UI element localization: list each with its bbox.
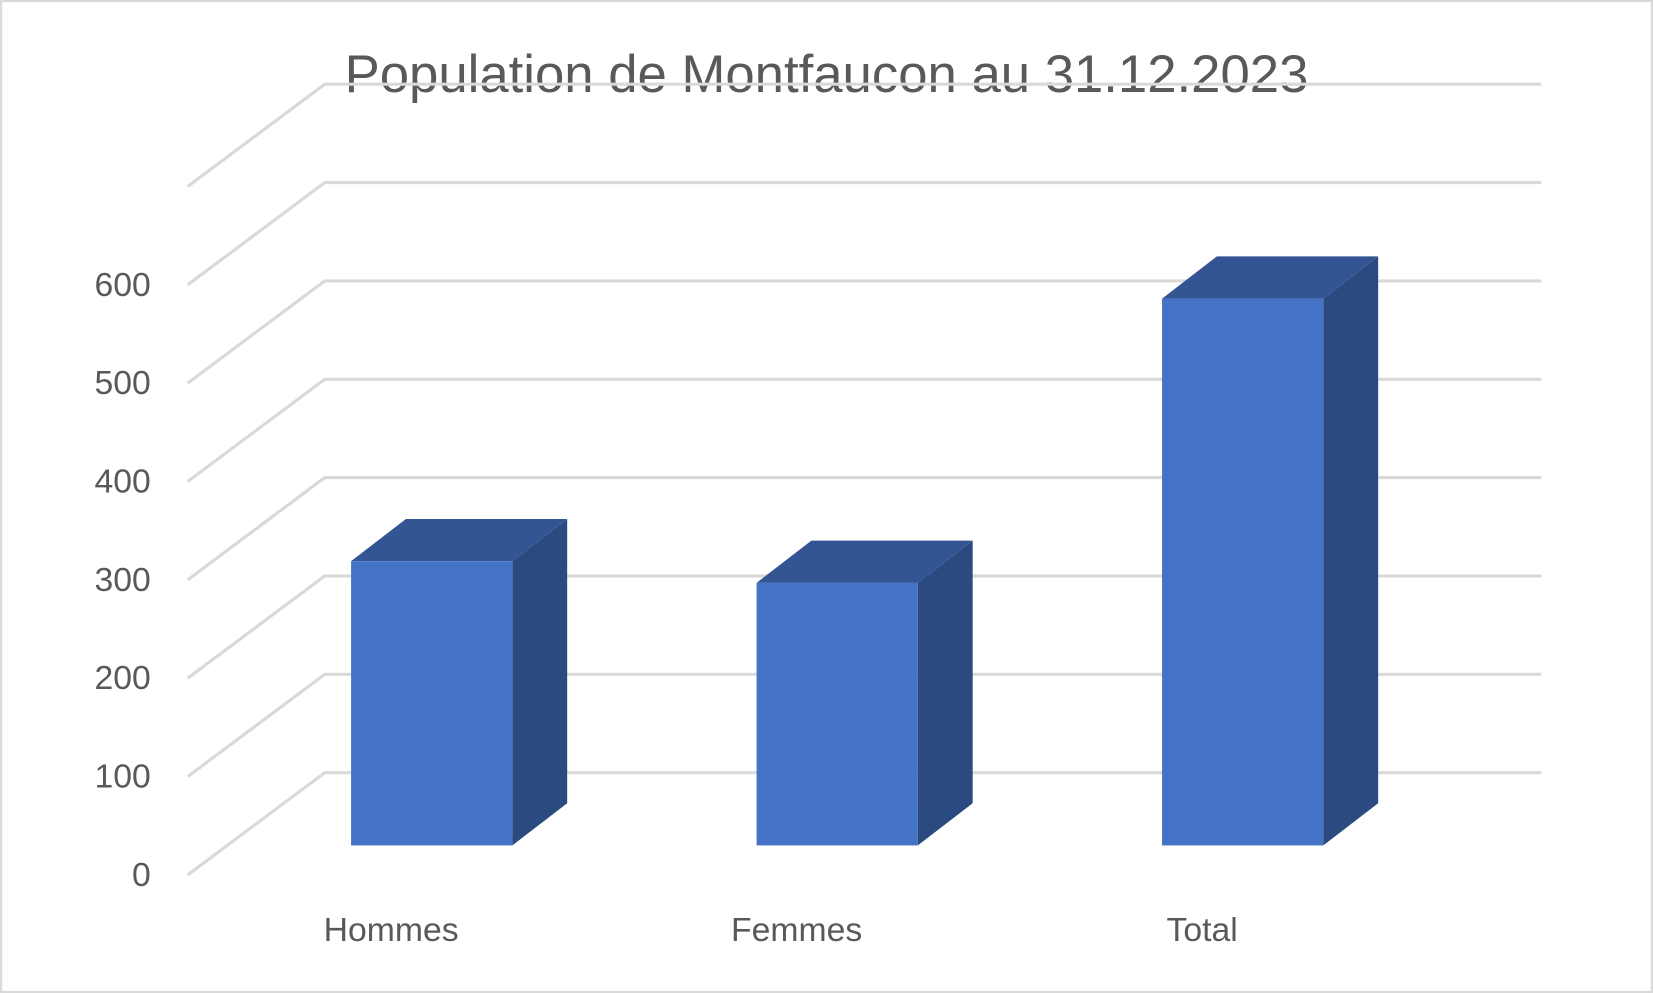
y-tick-label: 0 — [132, 856, 151, 894]
x-tick-label: Hommes — [324, 911, 459, 949]
grid-line — [186, 574, 1542, 680]
x-tick-label: Femmes — [731, 911, 862, 949]
bar-top — [1162, 256, 1379, 299]
y-tick-label: 300 — [95, 561, 151, 599]
grid-line — [186, 180, 1542, 287]
bar-top — [756, 540, 973, 583]
bar — [1162, 298, 1324, 846]
bar-side — [1323, 256, 1379, 846]
y-tick-label: 100 — [95, 758, 151, 796]
grid-line — [186, 672, 1542, 778]
grid-line — [186, 279, 1542, 385]
bar-side — [917, 540, 973, 846]
x-tick-label: Total — [1167, 911, 1238, 949]
grid-line — [186, 82, 1542, 188]
grid-line — [186, 377, 1542, 483]
y-tick-label: 200 — [95, 659, 151, 697]
bar — [756, 582, 918, 846]
y-tick-label: 600 — [95, 266, 151, 304]
y-tick-label: 500 — [95, 364, 151, 402]
grid-line — [186, 476, 1542, 582]
bar-top — [351, 519, 568, 562]
y-tick-label: 400 — [95, 463, 151, 501]
chart-title: Population de Montfaucon au 31.12.2023 — [345, 45, 1309, 104]
bar-side — [512, 519, 568, 846]
bar — [351, 561, 513, 846]
grid-line — [186, 771, 1542, 877]
